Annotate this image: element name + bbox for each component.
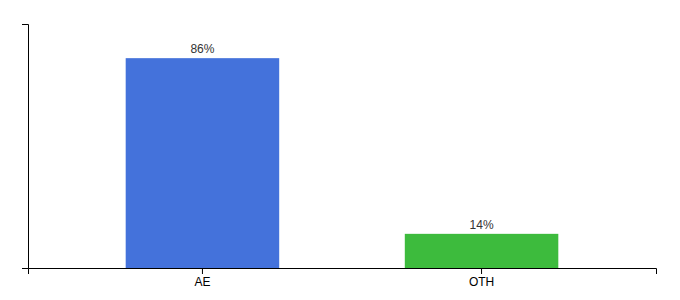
x-tick-label: AE (194, 275, 210, 289)
data-labels: 86% 14% (190, 42, 493, 232)
chart: AE OTH 86% 14% (0, 0, 680, 300)
bar (405, 234, 559, 268)
y-axis (22, 25, 29, 269)
x-tick: AE (194, 268, 210, 289)
data-label: 86% (190, 42, 214, 56)
x-tick-mark (202, 268, 203, 274)
x-tick: OTH (469, 268, 494, 289)
bar (126, 58, 280, 268)
plot: AE OTH 86% 14% (22, 25, 657, 289)
bars (126, 58, 559, 268)
x-axis-line (29, 269, 657, 275)
y-axis-line (22, 25, 29, 269)
data-label: 14% (470, 218, 494, 232)
x-tick-label: OTH (469, 275, 494, 289)
x-tick-mark (481, 268, 482, 274)
x-axis: AE OTH (29, 268, 657, 289)
